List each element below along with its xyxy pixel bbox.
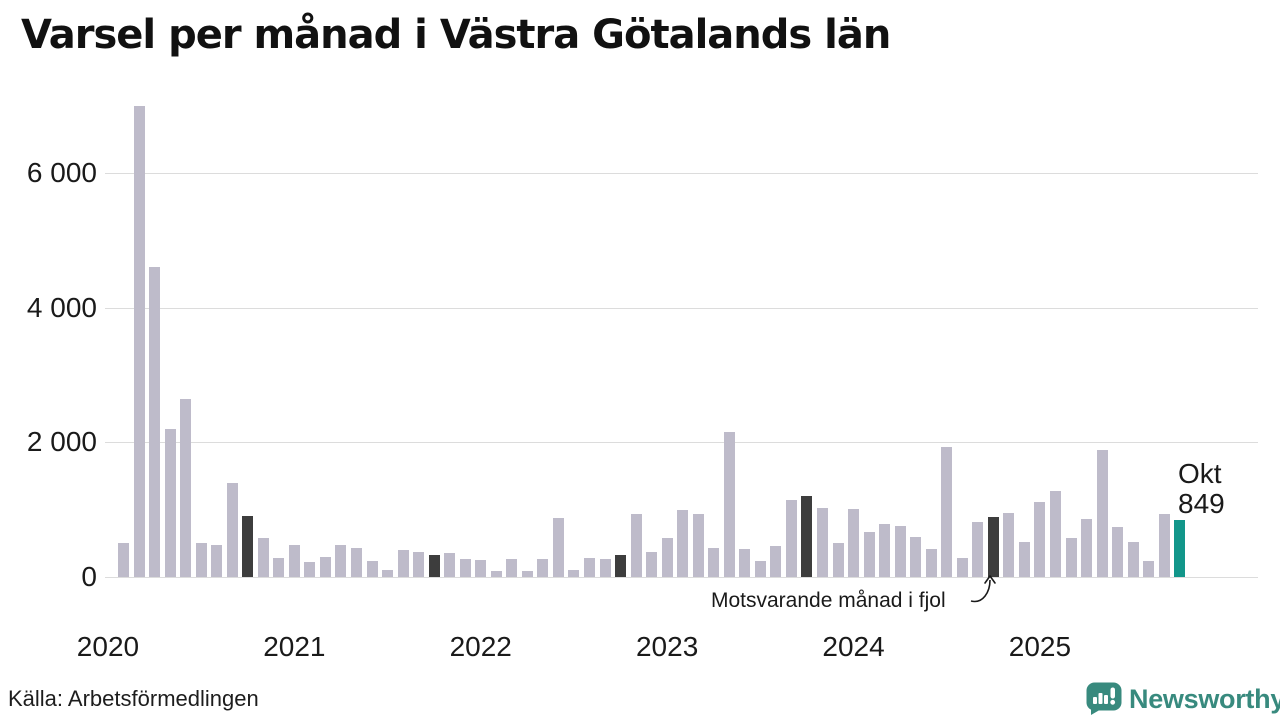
bar-2024-03: [879, 523, 891, 577]
bar-2020-05: [164, 428, 176, 577]
bar-2024-11: [1003, 513, 1015, 577]
bar-2024-02: [863, 531, 875, 577]
bar-2022-07: [568, 570, 580, 577]
bar-2023-06: [739, 549, 751, 577]
bar-2024-08: [956, 557, 968, 577]
bar-2024-12: [1018, 541, 1030, 577]
gridline-4000: [105, 307, 1258, 309]
source-label: Källa: Arbetsförmedlingen: [8, 686, 259, 711]
bar-2021-02: [304, 561, 316, 577]
chart-title: Varsel per månad i Västra Götalands län: [21, 12, 891, 58]
bar-2025-05: [1096, 449, 1108, 577]
bar-2021-04: [335, 545, 347, 577]
bar-2021-10: [428, 554, 440, 577]
x-axis-year-label-2020: 2020: [76, 631, 140, 662]
bar-2025-02: [1049, 490, 1061, 577]
bar-2023-05: [723, 431, 735, 577]
bar-2020-03: [133, 105, 145, 577]
y-axis-tick-label: 4 000: [26, 291, 97, 323]
bar-2023-10: [801, 496, 813, 577]
bar-2025-06: [1112, 526, 1124, 577]
bar-2022-06: [552, 517, 564, 577]
bar-2021-11: [444, 552, 456, 577]
x-axis-year-label-2022: 2022: [449, 631, 512, 662]
bar-2023-02: [677, 510, 689, 577]
bar-2020-12: [273, 557, 285, 577]
y-axis-tick-label: 6 000: [26, 157, 97, 188]
newsworthy-wordmark: Newsworthy: [1129, 683, 1280, 714]
bar-2022-05: [537, 558, 549, 577]
latest-value: 849: [1178, 488, 1225, 519]
bar-2022-04: [521, 570, 533, 577]
bar-2024-07: [941, 447, 953, 577]
gridline-6000: [105, 173, 1258, 174]
bar-2022-12: [646, 552, 658, 577]
y-axis-tick-label: 2 000: [26, 426, 97, 458]
bar-2023-07: [754, 560, 766, 577]
bar-2024-10: [987, 517, 999, 577]
newsworthy-logo: Newsworthy: [1086, 682, 1280, 716]
x-axis-year-label-2023: 2023: [635, 631, 699, 662]
bar-2022-03: [506, 558, 518, 577]
bar-2025-08: [1143, 560, 1155, 577]
bar-2020-06: [180, 399, 192, 577]
bar-2020-02: [118, 543, 129, 577]
bar-2020-08: [211, 545, 223, 577]
bar-2025-04: [1081, 519, 1093, 577]
bar-2025-07: [1127, 542, 1139, 577]
bar-2021-12: [459, 559, 471, 577]
latest-value-label: Okt 849: [1178, 459, 1225, 519]
bar-2021-07: [382, 569, 394, 577]
bar-2025-03: [1065, 537, 1077, 577]
bar-2022-08: [583, 558, 595, 577]
bar-2023-11: [816, 507, 828, 577]
latest-month-label: Okt: [1178, 458, 1222, 489]
bar-2023-12: [832, 542, 844, 577]
bar-2022-11: [630, 514, 642, 577]
bar-2021-08: [397, 550, 409, 577]
bar-2023-09: [785, 499, 797, 577]
x-axis-year-label-2024: 2024: [822, 631, 885, 662]
newsworthy-bubble-icon: [1086, 682, 1122, 715]
bar-2023-04: [708, 547, 720, 577]
bar-2020-04: [149, 267, 161, 577]
bar-2021-05: [350, 548, 362, 577]
bar-2021-06: [366, 560, 378, 577]
bar-2022-10: [615, 554, 627, 577]
x-axis-year-label-2021: 2021: [263, 631, 326, 662]
bar-2020-09: [226, 483, 238, 577]
bar-2023-03: [692, 514, 704, 577]
bar-2023-08: [770, 546, 782, 577]
bar-2024-09: [972, 522, 984, 577]
gridline-0: [105, 577, 1258, 578]
annotation-label: Motsvarande månad i fjol: [711, 589, 946, 612]
bar-2024-06: [925, 549, 937, 577]
bar-2023-01: [661, 537, 673, 577]
bar-2021-01: [288, 545, 300, 577]
bar-2020-11: [257, 537, 269, 577]
bar-2022-02: [490, 571, 502, 577]
bar-2020-07: [195, 543, 207, 577]
bar-2025-09: [1158, 514, 1170, 577]
bar-2025-10: [1174, 519, 1186, 577]
gridline-2000: [105, 442, 1258, 444]
y-axis-tick-label: 0: [81, 561, 97, 592]
bar-2024-05: [910, 537, 922, 577]
bar-2024-04: [894, 526, 906, 577]
bar-2022-09: [599, 558, 611, 577]
bar-2024-01: [848, 509, 860, 577]
bar-2020-10: [242, 516, 254, 577]
annotation-arrow-icon: [970, 575, 996, 603]
bar-2021-09: [413, 551, 425, 577]
bar-2025-01: [1034, 502, 1046, 577]
x-axis-year-label-2025: 2025: [1008, 631, 1072, 662]
bar-2021-03: [319, 557, 331, 577]
bar-2022-01: [475, 559, 487, 577]
